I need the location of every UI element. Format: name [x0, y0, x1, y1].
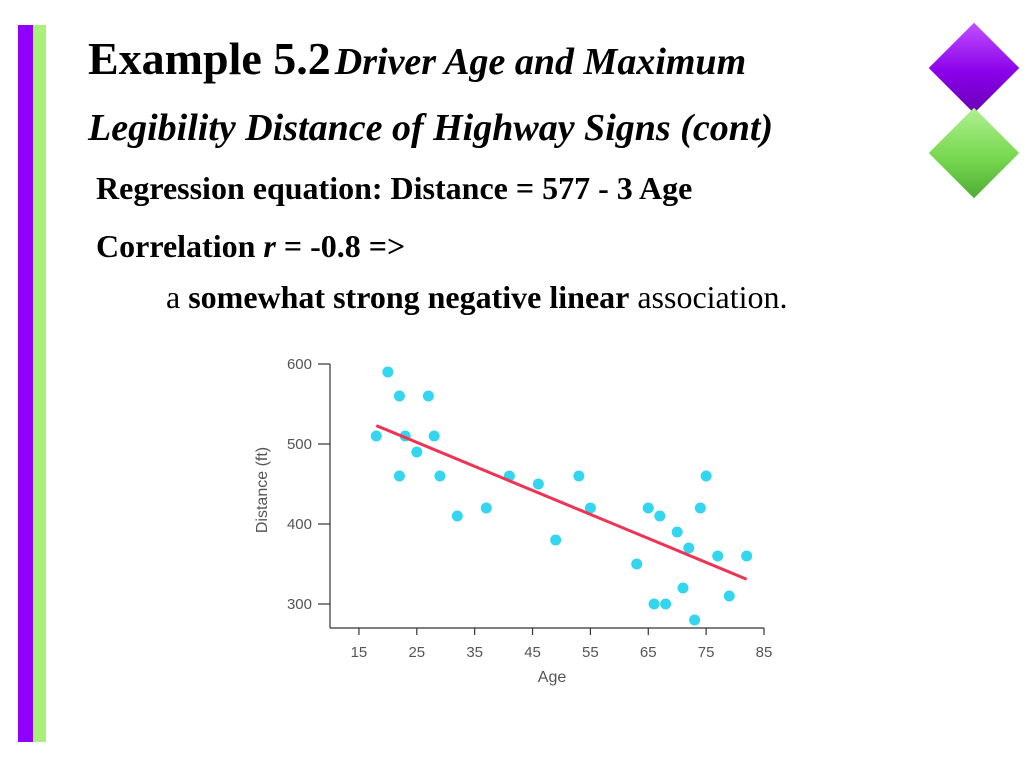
data-point: [550, 534, 562, 546]
data-point: [422, 390, 434, 402]
data-point: [677, 582, 689, 594]
data-point: [434, 470, 446, 482]
title-sub-line2: Legibility Distance of Highway Signs (co…: [88, 107, 774, 149]
x-tick-label: 55: [582, 644, 599, 661]
data-point: [654, 510, 666, 522]
x-tick-label: 85: [756, 644, 773, 661]
x-axis-label: Age: [538, 669, 567, 686]
data-point: [393, 470, 405, 482]
y-axis-label: Distance (ft): [254, 447, 271, 533]
chart-ticks: 15 25 35 45 55 65 75 85 300 400 500 600: [287, 356, 772, 661]
y-tick-label: 500: [287, 436, 312, 453]
data-point: [480, 502, 492, 514]
x-tick-label: 35: [466, 644, 483, 661]
data-point: [573, 470, 585, 482]
title-main: Example 5.2: [88, 33, 331, 84]
y-tick-label: 300: [287, 596, 312, 613]
y-tick-label: 600: [287, 356, 312, 373]
data-point: [382, 366, 394, 378]
slide-title: Example 5.2 Driver Age and Maximum Legib…: [88, 30, 928, 165]
data-point: [671, 526, 683, 538]
correlation-prefix: Correlation: [96, 228, 264, 264]
accent-bar-purple: [18, 25, 33, 742]
accent-bar-green: [33, 25, 46, 742]
association-article: a: [166, 279, 189, 315]
chart-points: [370, 366, 753, 626]
data-point: [451, 510, 463, 522]
x-tick-label: 45: [524, 644, 541, 661]
data-point: [700, 470, 712, 482]
y-tick-label: 400: [287, 516, 312, 533]
data-point: [393, 390, 405, 402]
x-tick-label: 25: [408, 644, 425, 661]
data-point: [428, 430, 440, 442]
x-tick-label: 75: [698, 644, 715, 661]
x-tick-label: 15: [351, 644, 368, 661]
data-point: [694, 502, 706, 514]
correlation-line: Correlation r = -0.8 =>: [96, 228, 405, 265]
data-point: [370, 430, 382, 442]
regression-equation: Regression equation: Distance = 577 - 3 …: [96, 170, 693, 206]
data-point: [689, 614, 701, 626]
data-point: [723, 590, 735, 602]
data-point: [532, 478, 544, 490]
chart-axes: [329, 364, 764, 629]
association-strength: somewhat strong negative linear: [188, 279, 630, 315]
data-point: [584, 502, 596, 514]
association-tail: association.: [629, 279, 788, 315]
data-point: [631, 558, 643, 570]
association-line: a somewhat strong negative linear associ…: [166, 279, 788, 316]
data-point: [683, 542, 695, 554]
data-point: [642, 502, 654, 514]
data-point: [660, 598, 672, 610]
regression-line: [375, 424, 748, 581]
data-point: [411, 446, 423, 458]
x-tick-label: 65: [640, 644, 657, 661]
chart-regression: [375, 424, 748, 581]
correlation-r-symbol: r: [263, 228, 276, 264]
data-point: [648, 598, 660, 610]
correlation-value: = -0.8 =>: [275, 228, 406, 264]
data-point: [712, 550, 724, 562]
title-sub-line1: Driver Age and Maximum: [334, 41, 747, 83]
data-point: [741, 550, 753, 562]
